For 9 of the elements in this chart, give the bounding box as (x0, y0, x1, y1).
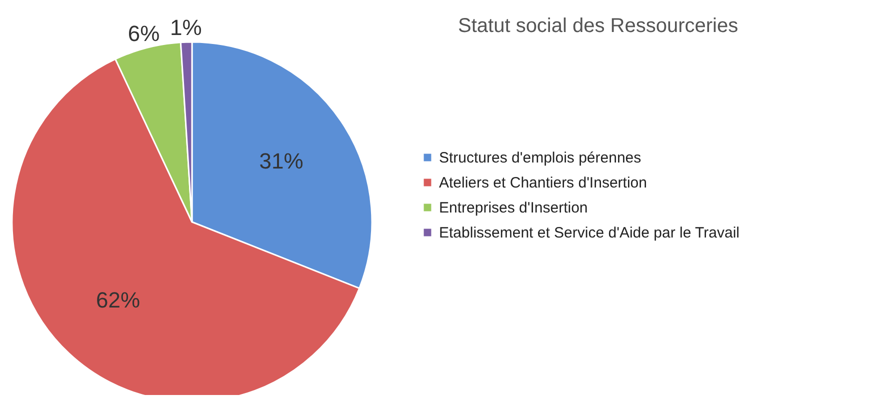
data-label: 1% (170, 15, 202, 40)
legend-label: Entreprises d'Insertion (439, 200, 588, 216)
legend-label: Structures d'emplois pérennes (439, 150, 642, 166)
data-label: 6% (128, 21, 160, 46)
chart-title: Statut social des Ressourceries (458, 15, 738, 37)
data-label: 62% (96, 288, 140, 313)
data-label: 31% (259, 148, 304, 174)
legend-label: Ateliers et Chantiers d'Insertion (439, 174, 647, 192)
legend-label: Etablissement et Service d'Aide par le Travail (439, 224, 740, 242)
